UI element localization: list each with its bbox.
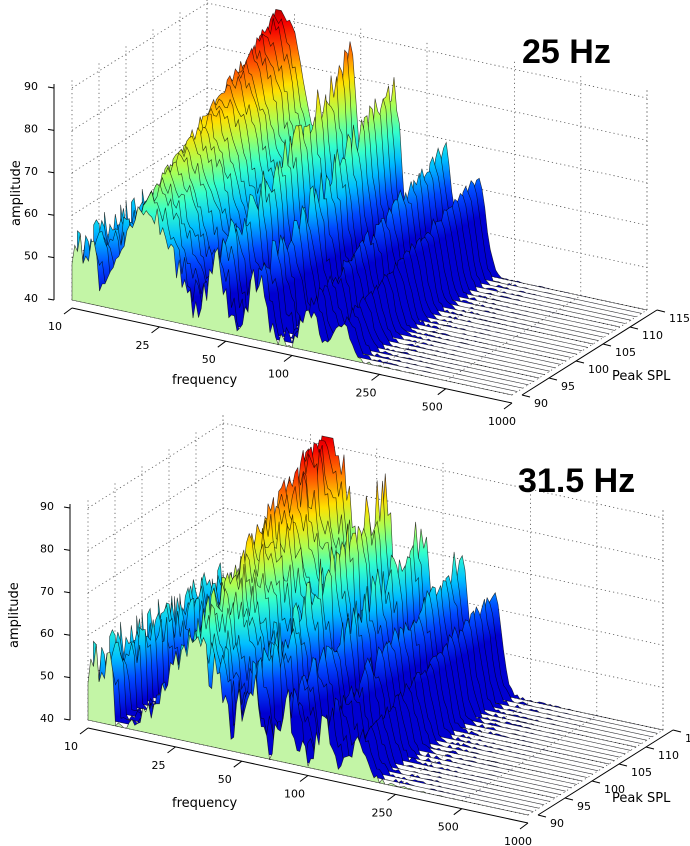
x-tick-label: 100 [268,368,289,381]
z-tick-label: 80 [24,122,38,135]
plot-title: 25 Hz [522,33,611,71]
y-tick [602,343,612,347]
y-tick-label: 90 [550,817,564,830]
x-tick [151,326,160,334]
x-axis-label: frequency [172,373,238,388]
z-tick-label: 70 [24,165,38,178]
x-tick-label: 10 [64,740,78,753]
plot-25hz: 40 50 60 70 80 90 10 25 50 100 250 500 1000 90 95 100 10… [9,0,690,428]
x-tick-label: 250 [372,806,393,819]
x-tick [283,355,293,362]
z-tick-label: 70 [40,585,54,598]
gridline-left-horizontal [71,45,208,131]
x-tick-label: 25 [152,759,166,772]
y-tick [672,729,682,733]
z-tick [63,506,71,509]
y-tick [591,780,601,784]
x-tick [63,307,73,315]
z-tick [63,591,71,594]
y-tick [656,309,666,313]
x-tick [233,760,243,768]
z-tick [63,718,71,721]
y-tick [645,746,655,750]
y-tick-label: 115 [669,312,690,325]
x-tick [299,775,309,782]
x-axis-label: frequency [172,796,238,811]
z-tick-label: 90 [24,80,38,93]
y-axis-line [521,309,658,396]
x-tick [167,746,176,754]
x-tick [453,808,463,816]
z-tick [47,171,55,174]
x-tick-label: 500 [422,401,443,414]
y-tick-label: 100 [604,783,625,796]
x-tick [519,822,529,830]
z-tick [47,298,55,301]
x-tick-label: 50 [202,353,216,366]
x-tick-label: 100 [284,788,305,801]
x-tick-label: 500 [438,821,459,834]
x-tick-label: 1000 [504,835,532,846]
x-tick [217,340,227,348]
spectrum-slice [71,206,513,396]
y-tick-label: 100 [588,363,609,376]
x-tick-label: 1000 [488,415,516,428]
y-tick-label: 95 [577,800,591,813]
y-tick [618,763,628,767]
gridline-left-horizontal [87,422,224,509]
y-tick-label: 95 [561,380,575,393]
plot-31-5hz: 40 50 60 70 80 90 10 25 50 100 250 500 1000 90 95 100 10… [7,414,690,846]
z-axis-label: amplitude [9,160,24,226]
z-tick-label: 50 [24,250,38,263]
z-tick [47,128,55,131]
z-tick [63,633,71,636]
gridline-left-horizontal [87,465,224,551]
y-axis-line [537,729,674,816]
y-tick-label: 110 [658,749,679,762]
y-tick [548,377,558,381]
spectrum-slice [87,634,529,816]
x-tick-label: 10 [48,320,62,333]
y-tick [564,797,574,801]
x-tick-label: 25 [136,339,150,352]
x-tick-label: 250 [356,386,377,399]
y-tick [629,326,639,330]
z-tick-label: 60 [24,207,38,220]
z-tick [63,676,71,679]
z-tick [47,86,55,89]
y-tick [537,814,547,818]
z-axis-label: amplitude [7,582,22,648]
z-tick-label: 90 [40,500,54,513]
x-tick [437,388,447,396]
y-tick [575,360,585,364]
z-tick [47,213,55,216]
gridline-left-horizontal [71,2,208,89]
y-tick-label: 90 [534,397,548,410]
z-tick-label: 60 [40,627,54,640]
z-tick-label: 40 [24,292,38,305]
y-tick-label: 105 [615,346,636,359]
z-tick [63,548,71,551]
x-tick [387,794,396,801]
y-tick [521,394,531,398]
z-tick [47,256,55,259]
z-tick-label: 40 [40,712,54,725]
x-tick [79,727,89,735]
x-tick [503,402,513,410]
z-tick-label: 50 [40,670,54,683]
y-tick-label: 110 [642,329,663,342]
z-tick-label: 80 [40,542,54,555]
y-tick-label: 115 [685,732,690,745]
x-tick [371,374,380,381]
x-tick-label: 50 [218,773,232,786]
y-axis-label: Peak SPL [612,791,671,806]
plot-title: 31.5 Hz [518,462,635,500]
y-axis-label: Peak SPL [612,369,671,384]
y-tick-label: 105 [631,766,652,779]
